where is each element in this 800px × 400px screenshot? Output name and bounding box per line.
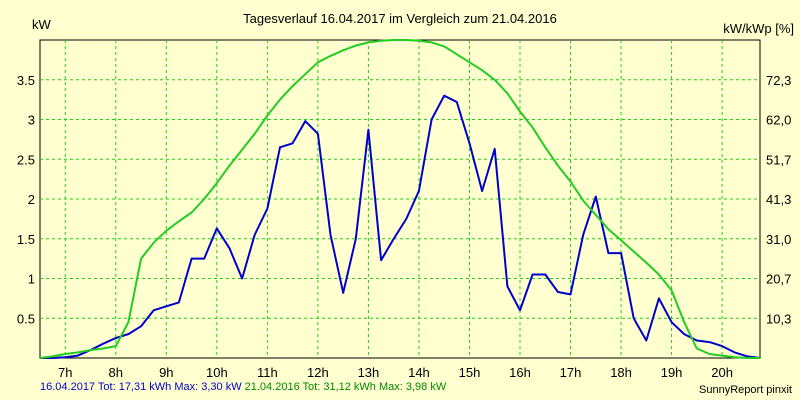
x-tick-label: 12h [307,365,329,380]
grid [40,40,760,358]
x-tick-label: 7h [58,365,72,380]
y-tick-label: 2.5 [17,152,35,167]
brand-label: SunnyReport pinxit [699,384,792,396]
x-tick-label: 17h [560,365,582,380]
y2-tick-label: 41,3 [766,192,791,207]
y2-tick-label: 10,3 [766,311,791,326]
y2-tick-label: 51,7 [766,152,791,167]
x-tick-label: 11h [257,365,278,380]
y-tick-label: 3 [28,113,35,128]
x-tick-label: 20h [711,365,733,380]
y2-tick-label: 62,0 [766,113,791,128]
y-tick-label: 2 [28,192,35,207]
x-tick-label: 10h [206,365,228,380]
y-tick-label: 1 [28,272,35,287]
x-tick-label: 18h [610,365,632,380]
x-tick-label: 8h [109,365,123,380]
x-tick-label: 19h [661,365,683,380]
x-tick-label: 14h [408,365,430,380]
y-tick-label: 1.5 [17,232,35,247]
y2-tick-label: 20,7 [766,272,791,287]
legend-series-1: 16.04.2017 Tot: 17,31 kWh Max: 3,30 kW [40,381,242,393]
legend-footer: 16.04.2017 Tot: 17,31 kWh Max: 3,30 kW 2… [40,381,446,393]
x-tick-label: 13h [358,365,380,380]
tick-labels: 7h 8h 9h 10h 11h 12h 13h 14h 15h 16h 17h 18h 19h 20h 0… [17,73,791,380]
series-line-2 [39,39,760,359]
legend-series-2: 21.04.2016 Tot: 31,12 kWh Max: 3,98 kW [244,381,447,393]
y-tick-label: 0.5 [17,311,35,326]
series-lines [39,39,761,359]
y-tick-label: 3.5 [17,73,35,88]
chart-title: Tagesverlauf 16.04.2017 im Vergleich zum… [243,11,557,26]
x-tick-label: 9h [159,365,173,380]
series-line-1 [40,94,761,359]
x-tick-label: 15h [459,365,481,380]
y2-axis-label: kW/kWp [%] [723,21,794,36]
y2-tick-label: 72,3 [766,73,791,88]
y2-tick-label: 31,0 [766,232,791,247]
y-axis-label: kW [32,17,51,32]
x-tick-label: 16h [509,365,531,380]
